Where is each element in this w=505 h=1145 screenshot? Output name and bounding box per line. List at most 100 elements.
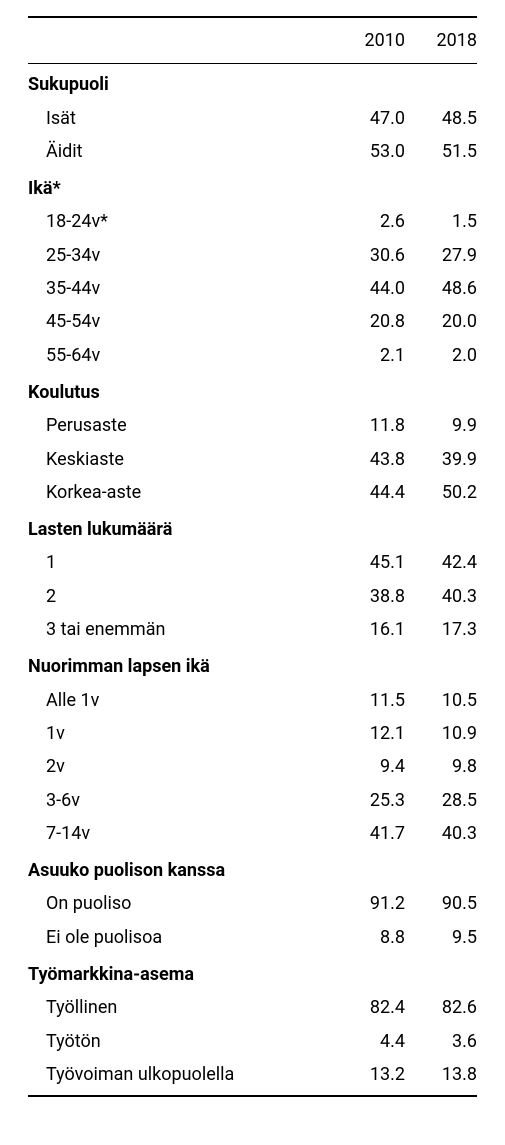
row-label: Isät <box>28 102 333 135</box>
table-header-row: 2010 2018 <box>28 18 477 64</box>
row-val-1: 8.8 <box>333 921 405 954</box>
table-row: 3 tai enemmän16.117.3 <box>28 613 477 646</box>
row-val-2: 50.2 <box>405 476 477 509</box>
row-val-1: 16.1 <box>333 613 405 646</box>
row-val-2: 20.0 <box>405 305 477 338</box>
row-val-1: 53.0 <box>333 135 405 168</box>
section-title-label: Koulutus <box>28 372 333 409</box>
table-row: 7-14v41.740.3 <box>28 817 477 850</box>
row-val-1: 30.6 <box>333 239 405 272</box>
row-label: 35-44v <box>28 272 333 305</box>
header-spacer <box>28 24 333 57</box>
row-val-2: 13.8 <box>405 1058 477 1091</box>
row-val-1: 11.5 <box>333 684 405 717</box>
row-val-1: 12.1 <box>333 717 405 750</box>
row-label: Korkea-aste <box>28 476 333 509</box>
row-val-2: 39.9 <box>405 443 477 476</box>
row-val-2: 9.8 <box>405 750 477 783</box>
section-title-label: Sukupuoli <box>28 64 333 101</box>
row-val-2: 2.0 <box>405 339 477 372</box>
table-row: 25-34v30.627.9 <box>28 239 477 272</box>
row-label: Työvoiman ulkopuolella <box>28 1058 333 1091</box>
row-label: 3-6v <box>28 784 333 817</box>
row-val-2: 3.6 <box>405 1025 477 1058</box>
row-val-2: 51.5 <box>405 135 477 168</box>
header-year-2: 2018 <box>405 24 477 57</box>
row-val-1: 2.6 <box>333 205 405 238</box>
row-label: Työtön <box>28 1025 333 1058</box>
table-row: Alle 1v11.510.5 <box>28 684 477 717</box>
row-label: Keskiaste <box>28 443 333 476</box>
row-label: 2v <box>28 750 333 783</box>
table-row: Työllinen82.482.6 <box>28 991 477 1024</box>
row-val-2: 10.5 <box>405 684 477 717</box>
section-title: Lasten lukumäärä <box>28 509 477 546</box>
row-val-1: 91.2 <box>333 887 405 920</box>
row-val-1: 47.0 <box>333 102 405 135</box>
row-val-2: 27.9 <box>405 239 477 272</box>
row-val-1: 4.4 <box>333 1025 405 1058</box>
row-val-2: 10.9 <box>405 717 477 750</box>
row-val-1: 82.4 <box>333 991 405 1024</box>
row-val-1: 9.4 <box>333 750 405 783</box>
table-row: Keskiaste43.839.9 <box>28 443 477 476</box>
row-label: 55-64v <box>28 339 333 372</box>
row-label: Alle 1v <box>28 684 333 717</box>
row-label: 1 <box>28 546 333 579</box>
row-label: Ei ole puolisoa <box>28 921 333 954</box>
table-row: Perusaste11.89.9 <box>28 409 477 442</box>
table-row: Äidit53.051.5 <box>28 135 477 168</box>
row-val-1: 20.8 <box>333 305 405 338</box>
table-row: 45-54v20.820.0 <box>28 305 477 338</box>
row-val-1: 38.8 <box>333 580 405 613</box>
row-val-2: 82.6 <box>405 991 477 1024</box>
row-val-1: 43.8 <box>333 443 405 476</box>
row-val-2: 48.6 <box>405 272 477 305</box>
table-row: Korkea-aste44.450.2 <box>28 476 477 509</box>
section-title-label: Ikä* <box>28 168 333 205</box>
row-val-2: 17.3 <box>405 613 477 646</box>
table-row: 3-6v25.328.5 <box>28 784 477 817</box>
row-val-2: 40.3 <box>405 580 477 613</box>
table-row: Työvoiman ulkopuolella13.213.8 <box>28 1058 477 1095</box>
section-title: Asuuko puolison kanssa <box>28 850 477 887</box>
table-row: 238.840.3 <box>28 580 477 613</box>
table-row: 1v12.110.9 <box>28 717 477 750</box>
row-val-1: 11.8 <box>333 409 405 442</box>
row-label: 7-14v <box>28 817 333 850</box>
demographics-table: 2010 2018 Sukupuoli Isät47.048.5 Äidit53… <box>28 16 477 1097</box>
section-title: Ikä* <box>28 168 477 205</box>
row-val-1: 44.0 <box>333 272 405 305</box>
table-row: Ei ole puolisoa8.89.5 <box>28 921 477 954</box>
section-title-label: Työmarkkina-asema <box>28 954 333 991</box>
table-row: 145.142.4 <box>28 546 477 579</box>
row-label: Työllinen <box>28 991 333 1024</box>
row-val-2: 42.4 <box>405 546 477 579</box>
section-title-label: Lasten lukumäärä <box>28 509 333 546</box>
row-label: Perusaste <box>28 409 333 442</box>
table-row: Isät47.048.5 <box>28 102 477 135</box>
section-title: Työmarkkina-asema <box>28 954 477 991</box>
section-title-label: Nuorimman lapsen ikä <box>28 646 333 683</box>
table-row: 55-64v2.12.0 <box>28 339 477 372</box>
row-val-2: 90.5 <box>405 887 477 920</box>
header-year-1: 2010 <box>333 24 405 57</box>
row-val-2: 1.5 <box>405 205 477 238</box>
row-label: 25-34v <box>28 239 333 272</box>
row-label: 1v <box>28 717 333 750</box>
row-val-2: 40.3 <box>405 817 477 850</box>
row-val-1: 13.2 <box>333 1058 405 1091</box>
table-row: Työtön4.43.6 <box>28 1025 477 1058</box>
row-val-1: 41.7 <box>333 817 405 850</box>
section-title: Koulutus <box>28 372 477 409</box>
row-val-2: 48.5 <box>405 102 477 135</box>
section-title-label: Asuuko puolison kanssa <box>28 850 333 887</box>
row-label: 45-54v <box>28 305 333 338</box>
row-label: 3 tai enemmän <box>28 613 333 646</box>
row-val-1: 45.1 <box>333 546 405 579</box>
row-label: 18-24v* <box>28 205 333 238</box>
row-val-1: 44.4 <box>333 476 405 509</box>
row-val-1: 25.3 <box>333 784 405 817</box>
table-row: On puoliso91.290.5 <box>28 887 477 920</box>
row-val-1: 2.1 <box>333 339 405 372</box>
